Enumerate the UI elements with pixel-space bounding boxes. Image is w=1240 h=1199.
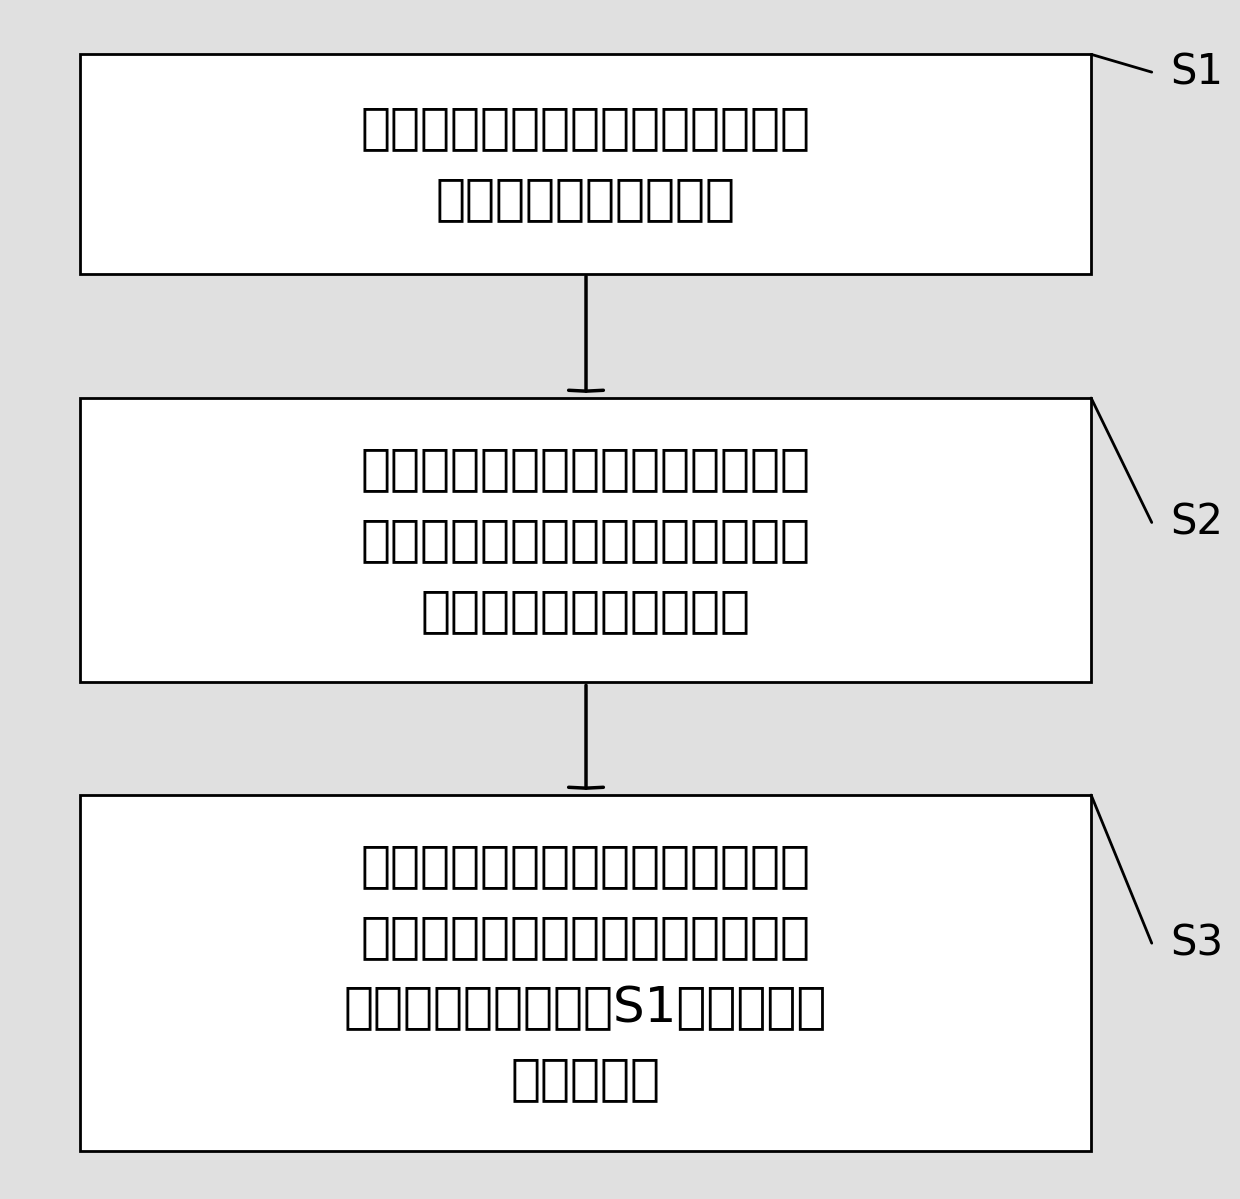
Text: S1: S1 bbox=[1169, 52, 1223, 94]
Text: S3: S3 bbox=[1169, 922, 1223, 964]
Bar bbox=[79, 398, 1091, 682]
Bar bbox=[79, 54, 1091, 273]
Text: 接收所述多个测量值并根据所述多
个测量值计算所述每一参数测量的
一个有效测量结果并传递: 接收所述多个测量值并根据所述多 个测量值计算所述每一参数测量的 一个有效测量结果… bbox=[361, 446, 811, 635]
Text: S2: S2 bbox=[1169, 501, 1223, 543]
Text: 用一个显示图符显示所述每一参数
对应的有效测量结果，通过所述显
示图符查询所述步骤S1传递的所述
多个测量值: 用一个显示图符显示所述每一参数 对应的有效测量结果，通过所述显 示图符查询所述步… bbox=[343, 843, 827, 1103]
Bar bbox=[79, 795, 1091, 1151]
Text: 测量每一所述参数测量多个冗余模
拟量并传递多个测量值: 测量每一所述参数测量多个冗余模 拟量并传递多个测量值 bbox=[361, 104, 811, 223]
